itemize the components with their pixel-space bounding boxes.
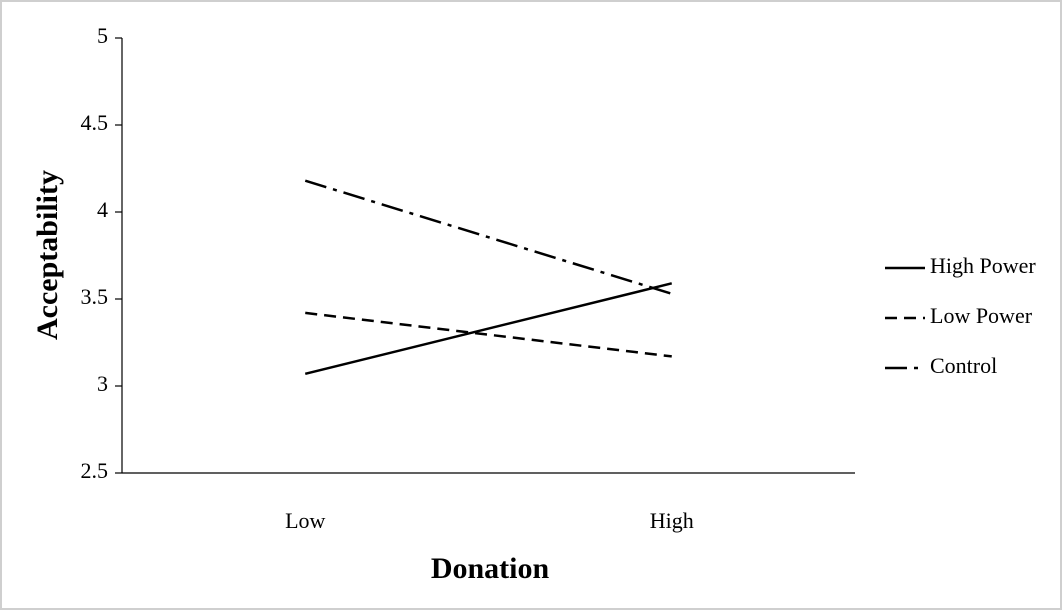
- y-tick-label: 3.5: [81, 284, 109, 309]
- x-tick-label: High: [650, 508, 694, 533]
- series-line: [304, 282, 673, 376]
- x-axis-label: Donation: [431, 552, 550, 585]
- y-tick-label: 4: [97, 197, 108, 222]
- y-tick-label: 2.5: [81, 458, 109, 483]
- legend-label: High Power: [930, 253, 1036, 278]
- y-tick-label: 5: [97, 23, 108, 48]
- y-axis-label: Acceptability: [31, 170, 64, 340]
- series-line: [305, 311, 672, 358]
- series-line: [304, 179, 673, 295]
- legend-label: Low Power: [930, 303, 1033, 328]
- legend-label: Control: [930, 353, 997, 378]
- y-tick-label: 4.5: [81, 110, 109, 135]
- y-tick-label: 3: [97, 371, 108, 396]
- x-tick-label: Low: [285, 508, 325, 533]
